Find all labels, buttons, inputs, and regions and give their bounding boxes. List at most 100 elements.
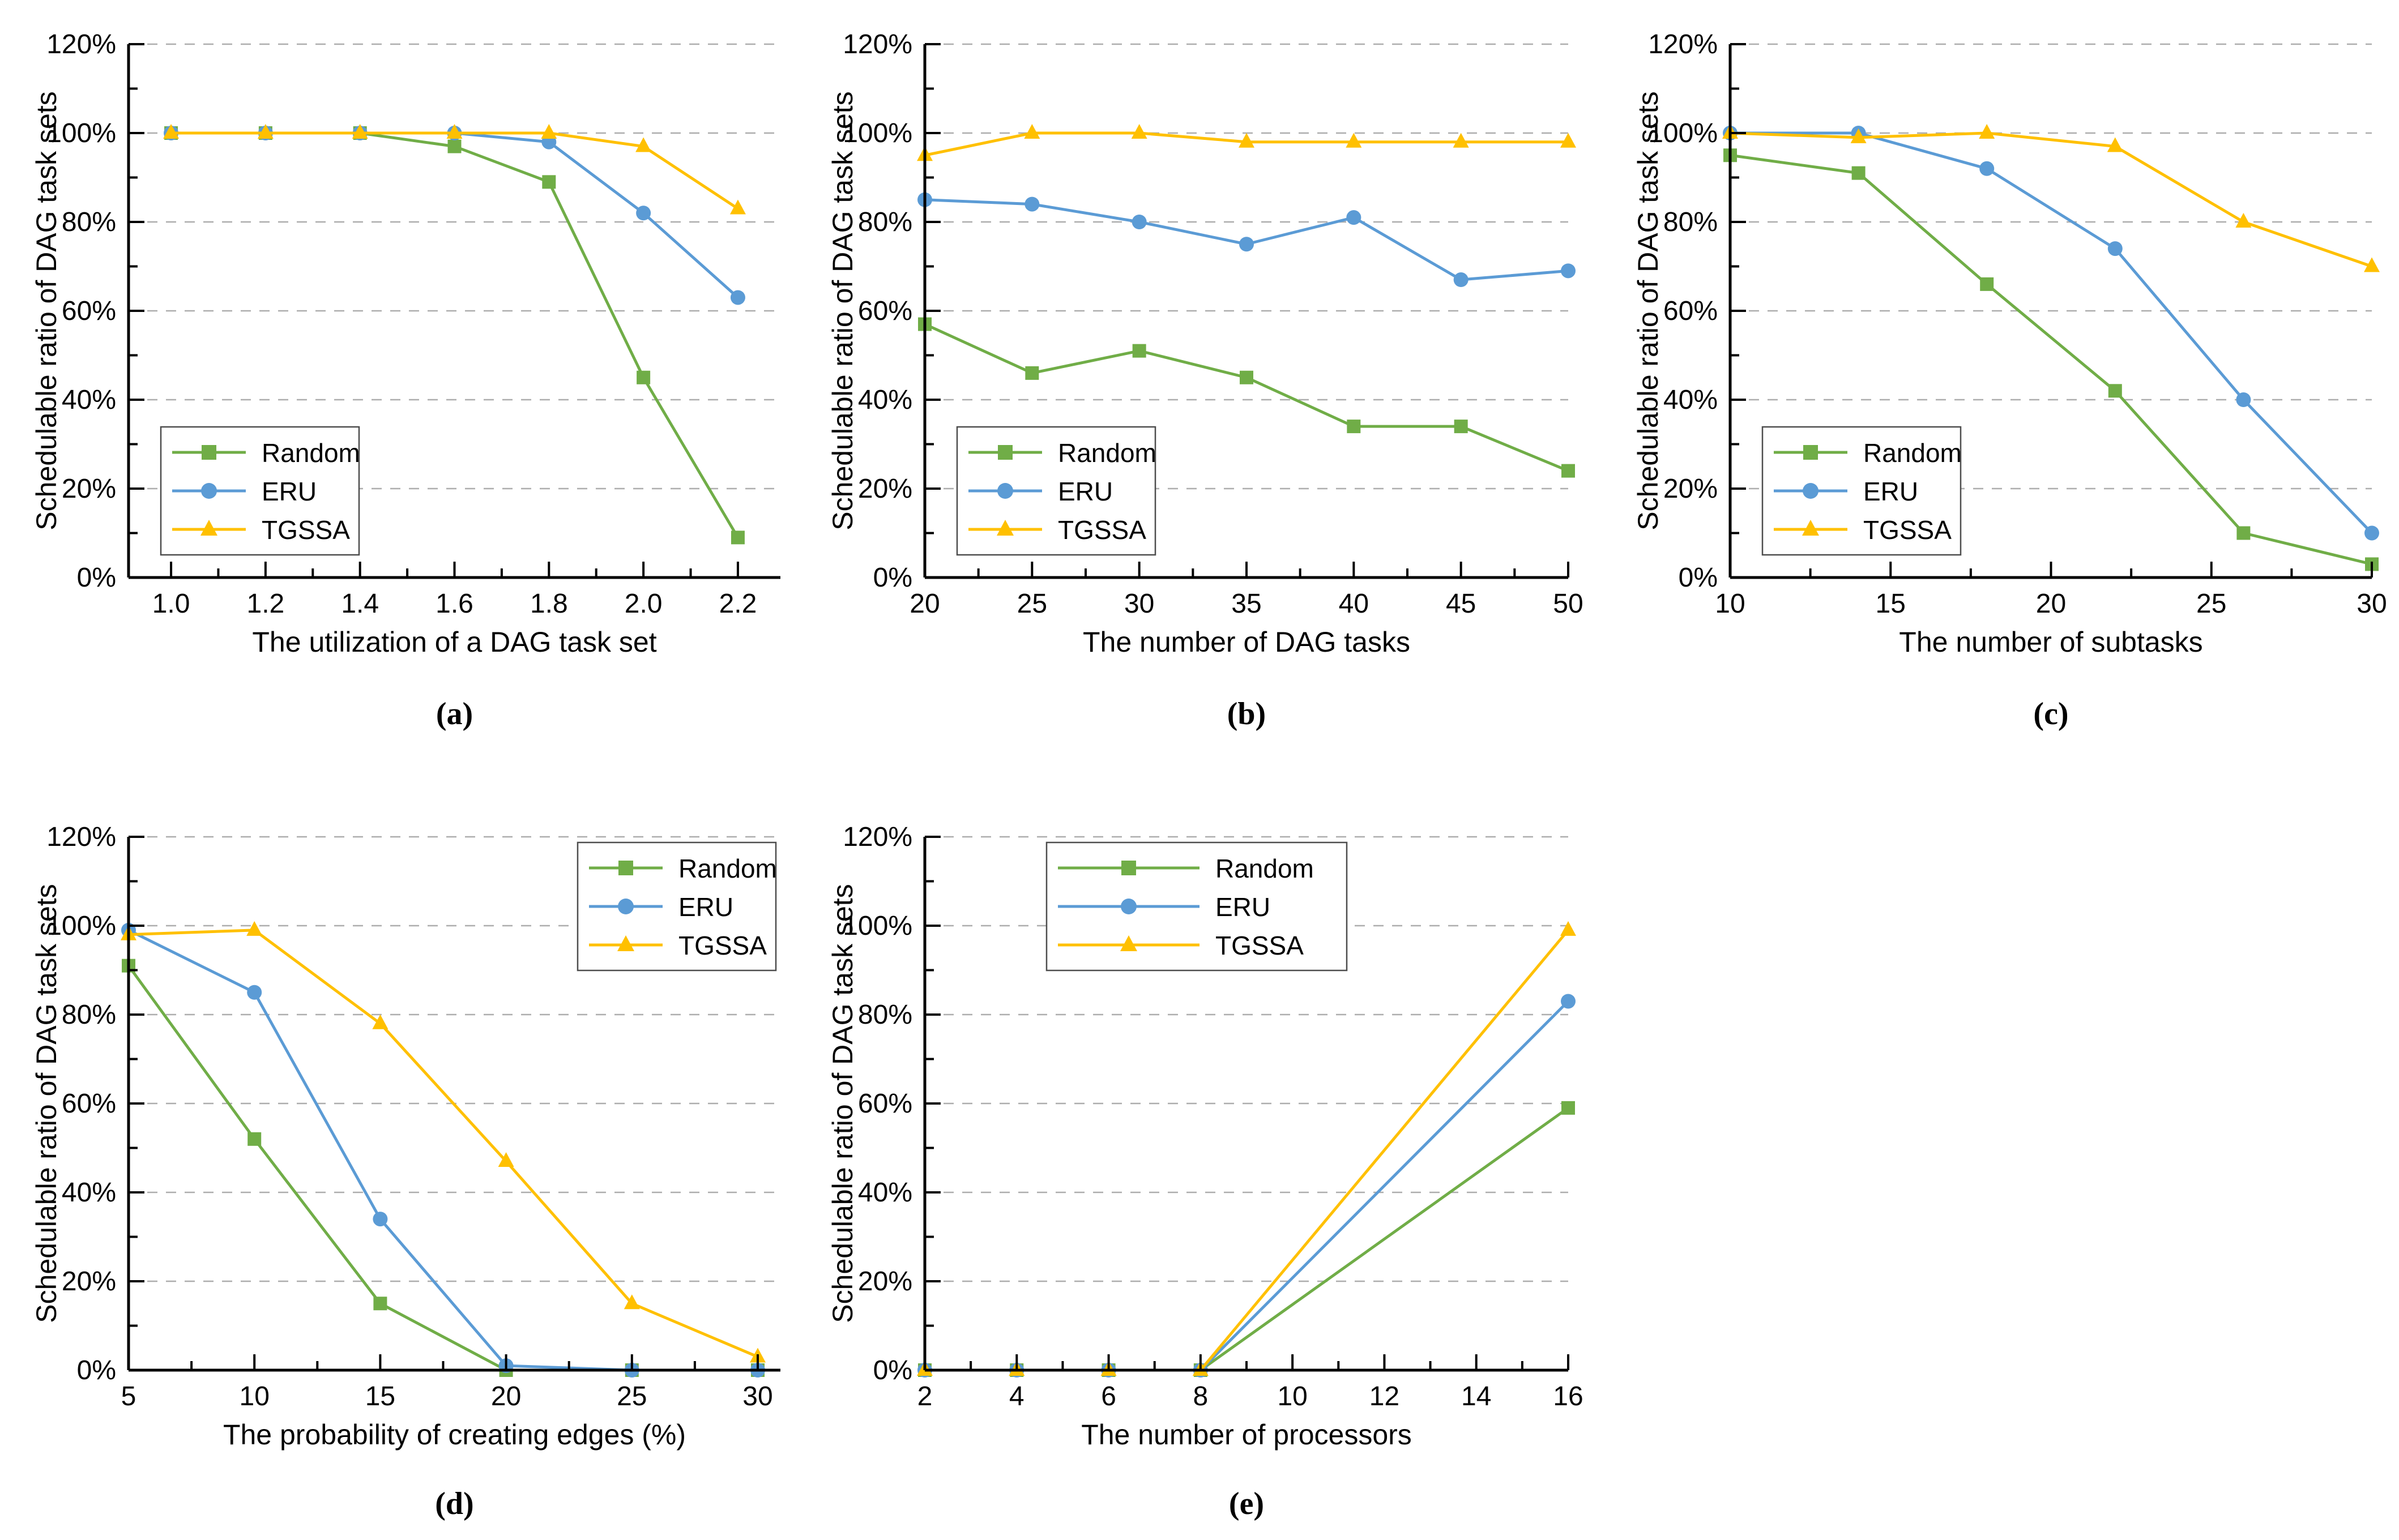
- marker-square-icon: [1121, 861, 1136, 875]
- series-tgssa: [121, 921, 766, 1363]
- marker-circle-icon: [201, 483, 217, 499]
- chart-c-canvas: 0% 20% 40% 60% 80% 100% 120% 10 15 20 25 30 Random ER…: [1648, 29, 2387, 619]
- legend: Random ERU TGSSA: [160, 426, 360, 556]
- chart-d-x-axis-title: The probability of creating edges (%): [223, 1419, 686, 1451]
- y-tick-label: 80%: [1663, 207, 1718, 237]
- y-tick-label: 120%: [46, 29, 116, 59]
- chart-e-canvas: 0% 20% 40% 60% 80% 100% 120% 2 4 6 8 10 12 14 16 Random…: [843, 822, 1583, 1411]
- legend-label-random: Random: [1215, 854, 1314, 883]
- legend-label-tgssa: TGSSA: [1215, 931, 1304, 960]
- x-tick-label: 10: [240, 1381, 270, 1411]
- legend-label-eru: ERU: [1058, 477, 1113, 506]
- marker-square-icon: [247, 1132, 262, 1146]
- marker-triangle-icon: [1239, 132, 1254, 148]
- series-tgssa: [917, 921, 1576, 1376]
- chart-c-caption: (c): [2033, 696, 2069, 732]
- series-eru-line: [171, 131, 739, 299]
- legend-label-tgssa: TGSSA: [1863, 515, 1952, 545]
- marker-triangle-icon: [1850, 128, 1867, 143]
- legend-label-random: Random: [262, 438, 360, 468]
- legend-label-random: Random: [1863, 438, 1962, 468]
- x-tick-label: 16: [1553, 1381, 1583, 1411]
- y-tick-label: 60%: [62, 296, 116, 326]
- x-tick-label: 20: [2036, 589, 2066, 619]
- x-tick-label: 1.0: [152, 589, 190, 619]
- x-tick-label: 14: [1461, 1381, 1491, 1411]
- marker-triangle-icon: [446, 124, 463, 139]
- marker-square-icon: [998, 445, 1013, 460]
- chart-a-gridlines: [129, 43, 780, 490]
- axes: [1728, 43, 2373, 579]
- x-tick-label: 45: [1446, 589, 1476, 619]
- chart-b-caption: (b): [1227, 696, 1266, 732]
- y-tick-label: 0%: [77, 563, 116, 593]
- marker-circle-icon: [1453, 272, 1469, 288]
- x-tick-label: 30: [742, 1381, 772, 1411]
- x-tick-label: 35: [1231, 589, 1261, 619]
- marker-square-icon: [542, 175, 556, 189]
- y-tick-label: 20%: [62, 474, 116, 504]
- marker-circle-icon: [2107, 241, 2123, 256]
- y-tick-label: 40%: [62, 1178, 116, 1208]
- x-tick-label: 15: [1876, 589, 1906, 619]
- marker-triangle-icon: [1131, 124, 1147, 139]
- y-tick-label: 80%: [858, 207, 912, 237]
- chart-d-caption: (d): [435, 1486, 474, 1521]
- x-tick-label: 10: [1715, 589, 1745, 619]
- y-tick-label: 0%: [1679, 563, 1718, 593]
- marker-triangle-icon: [1346, 132, 1362, 148]
- marker-circle-icon: [1132, 215, 1147, 229]
- axes: [127, 43, 780, 579]
- x-tick-label: 8: [1193, 1381, 1209, 1411]
- series-tgssa: [163, 124, 746, 215]
- x-tick-label: 12: [1369, 1381, 1399, 1411]
- series-random: [918, 1101, 1575, 1377]
- chart-e-caption: (e): [1228, 1486, 1265, 1521]
- x-tick-label: 2: [917, 1381, 933, 1411]
- x-tick-label: 1.2: [247, 589, 285, 619]
- marker-triangle-icon: [2235, 213, 2252, 228]
- y-tick-label: 20%: [1663, 474, 1718, 504]
- marker-triangle-icon: [1024, 124, 1040, 139]
- series-tgssa-line: [128, 929, 758, 1358]
- marker-triangle-icon: [617, 935, 634, 951]
- series-random-line: [1730, 153, 2372, 566]
- y-tick-label: 80%: [62, 1000, 116, 1030]
- marker-circle-icon: [1561, 263, 1576, 279]
- marker-triangle-icon: [635, 137, 652, 152]
- marker-square-icon: [447, 139, 462, 153]
- chart-a-x-axis-title: The utilization of a DAG task set: [252, 626, 657, 658]
- marker-triangle-icon: [624, 1294, 640, 1310]
- chart-e-y-axis-title: Schedulable ratio of DAG task sets: [827, 884, 859, 1323]
- marker-triangle-icon: [1979, 124, 1995, 139]
- series-random: [918, 317, 1575, 478]
- marker-triangle-icon: [2364, 257, 2380, 272]
- marker-triangle-icon: [163, 124, 180, 139]
- x-tick-label: 5: [121, 1381, 136, 1411]
- y-tick-label: 100%: [46, 118, 116, 148]
- marker-triangle-icon: [1453, 132, 1469, 148]
- y-tick-label: 120%: [1648, 29, 1718, 59]
- y-tick-label: 20%: [858, 1267, 912, 1297]
- y-tick-label: 60%: [62, 1089, 116, 1119]
- marker-circle-icon: [1346, 210, 1361, 225]
- x-tick-label: 1.8: [530, 589, 568, 619]
- marker-triangle-icon: [257, 124, 274, 139]
- marker-circle-icon: [636, 206, 651, 221]
- marker-triangle-icon: [541, 124, 557, 139]
- y-tick-label: 100%: [843, 911, 912, 941]
- y-tick-label: 40%: [858, 1178, 912, 1208]
- legend: Random ERU TGSSA: [1045, 841, 1348, 972]
- marker-triangle-icon: [997, 520, 1014, 536]
- legend: Random ERU TGSSA: [956, 426, 1156, 556]
- marker-square-icon: [2236, 526, 2251, 540]
- marker-square-icon: [202, 445, 216, 460]
- chart-d-y-axis-title: Schedulable ratio of DAG task sets: [31, 884, 62, 1323]
- x-tick-label: 40: [1339, 589, 1369, 619]
- chart-a-canvas: 0% 20% 40% 60% 80% 100% 120% 1.0 1.2 1.4 1.6 1.8 2.0…: [46, 29, 780, 619]
- x-tick-label: 10: [1277, 1381, 1307, 1411]
- x-tick-label: 25: [1017, 589, 1047, 619]
- marker-square-icon: [1561, 464, 1575, 478]
- marker-triangle-icon: [352, 124, 368, 139]
- series-random: [122, 959, 765, 1377]
